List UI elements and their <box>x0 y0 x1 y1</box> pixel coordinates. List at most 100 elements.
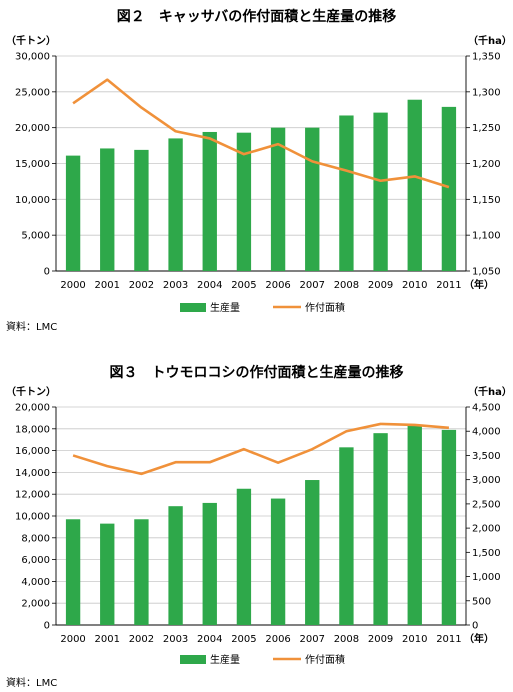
x-tick-label: 2006 <box>265 634 290 645</box>
source-note: 資料：LMC <box>6 322 58 333</box>
y-right-tick-label: 2,500 <box>472 499 501 510</box>
y-right-tick-label: 1,500 <box>472 548 501 559</box>
x-tick-label: 2002 <box>129 280 154 291</box>
y-left-tick-label: 8,000 <box>21 533 50 544</box>
y-left-tick-label: 20,000 <box>15 123 50 134</box>
y-right-unit: （千ha） <box>468 385 512 398</box>
y-left-tick-label: 0 <box>44 267 50 278</box>
y-right-tick-label: 4,500 <box>472 403 501 414</box>
legend-swatch-bar <box>180 303 206 312</box>
x-tick-label: 2000 <box>60 634 85 645</box>
bar <box>270 127 286 272</box>
bar <box>134 149 149 271</box>
x-tick-label: 2004 <box>197 634 222 645</box>
legend-swatch-bar <box>180 655 206 664</box>
source-note: 資料：LMC <box>6 678 58 689</box>
x-tick-label: 2001 <box>95 280 120 291</box>
bar <box>236 488 252 625</box>
x-tick-label: 2007 <box>300 280 325 291</box>
y-left-tick-label: 10,000 <box>15 512 50 523</box>
bar <box>339 447 354 625</box>
bar <box>100 148 115 271</box>
y-right-tick-label: 1,300 <box>472 87 501 98</box>
legend-label: 生産量 <box>210 653 240 666</box>
x-tick-label: 2003 <box>163 280 188 291</box>
chart-title: 図３ トウモロコシの作付面積と生産量の推移 <box>109 365 404 381</box>
y-right-tick-label: 1,200 <box>472 159 501 170</box>
y-left-tick-label: 16,000 <box>15 446 50 457</box>
y-right-unit: （千ha） <box>468 34 512 47</box>
y-left-tick-label: 6,000 <box>21 555 50 566</box>
y-left-tick-label: 18,000 <box>15 424 50 435</box>
y-right-tick-label: 2,000 <box>472 524 501 535</box>
y-right-tick-label: 1,000 <box>472 572 501 583</box>
x-tick-label: 2004 <box>197 280 222 291</box>
x-tick-label: 2007 <box>300 634 325 645</box>
bar <box>134 519 149 625</box>
x-tick-label: 2001 <box>95 634 120 645</box>
bar <box>407 425 422 625</box>
x-unit: （年） <box>464 632 494 645</box>
y-left-unit: （千トン） <box>6 385 56 398</box>
bar <box>202 502 217 625</box>
bar <box>407 99 422 271</box>
x-tick-label: 2009 <box>368 634 393 645</box>
y-left-tick-label: 5,000 <box>21 231 50 242</box>
bar <box>441 106 457 271</box>
y-right-tick-label: 1,350 <box>472 52 501 63</box>
legend: 生産量 作付面積 <box>180 301 345 314</box>
bar <box>373 112 388 271</box>
y-left-tick-label: 2,000 <box>21 599 50 610</box>
bar <box>441 429 457 625</box>
x-tick-label: 2009 <box>368 280 393 291</box>
x-tick-label: 2006 <box>265 280 290 291</box>
bar <box>168 506 183 625</box>
y-left-tick-label: 25,000 <box>15 87 50 98</box>
bar <box>305 480 320 625</box>
y-right-tick-label: 4,000 <box>472 427 501 438</box>
y-left-tick-label: 14,000 <box>15 468 50 479</box>
x-tick-label: 2003 <box>163 634 188 645</box>
x-tick-label: 2008 <box>334 280 359 291</box>
bar <box>339 115 354 271</box>
x-tick-label: 2010 <box>402 280 427 291</box>
x-tick-label: 2005 <box>231 634 256 645</box>
bar <box>270 498 286 625</box>
bar <box>65 155 81 271</box>
legend-label: 作付面積 <box>305 301 345 314</box>
y-left-tick-label: 4,000 <box>21 577 50 588</box>
x-tick-label: 2010 <box>402 634 427 645</box>
y-right-tick-label: 500 <box>472 596 491 607</box>
bar <box>168 138 183 271</box>
x-tick-label: 2011 <box>436 634 461 645</box>
chart-cassava: 0 5,000 10,000 15,000 20,000 25,000 30,000 1,05… <box>6 34 512 314</box>
y-left-tick-label: 30,000 <box>15 52 50 63</box>
chart-title: 図２ キャッサバの作付面積と生産量の推移 <box>116 9 397 25</box>
x-tick-label: 2000 <box>60 280 85 291</box>
y-left-tick-label: 0 <box>44 621 50 632</box>
legend-label: 作付面積 <box>305 653 345 666</box>
line-series <box>72 422 450 476</box>
bar <box>373 433 388 625</box>
y-right-tick-label: 1,250 <box>472 123 501 134</box>
bar <box>236 132 252 271</box>
line-series <box>72 78 450 189</box>
bar <box>202 131 217 271</box>
y-right-tick-label: 1,050 <box>472 267 501 278</box>
x-tick-label: 2002 <box>129 634 154 645</box>
y-left-tick-label: 20,000 <box>15 403 50 414</box>
y-right-tick-label: 3,500 <box>472 451 501 462</box>
y-right-tick-label: 1,100 <box>472 231 501 242</box>
y-left-tick-label: 10,000 <box>15 195 50 206</box>
x-tick-label: 2005 <box>231 280 256 291</box>
x-unit: （年） <box>464 278 494 291</box>
x-tick-label: 2011 <box>436 280 461 291</box>
y-left-unit: （千トン） <box>6 34 56 47</box>
y-left-tick-label: 12,000 <box>15 490 50 501</box>
legend: 生産量 作付面積 <box>180 653 345 666</box>
y-right-tick-label: 3,000 <box>472 475 501 486</box>
x-tick-label: 2008 <box>334 634 359 645</box>
bar <box>100 523 115 625</box>
bar <box>65 519 81 625</box>
